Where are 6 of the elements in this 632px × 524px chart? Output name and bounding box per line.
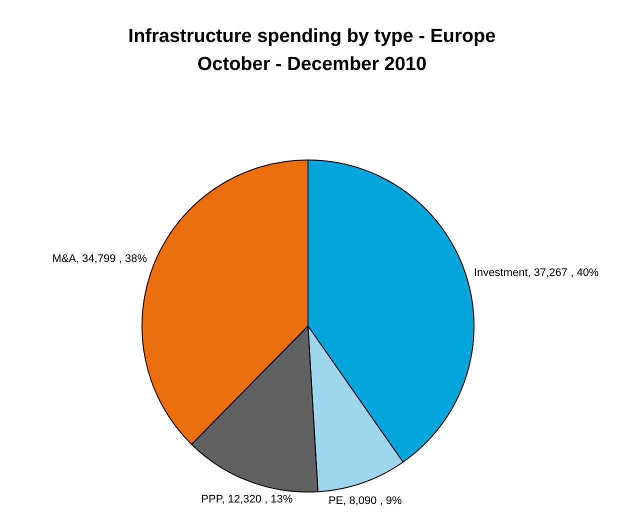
- slice-label: Investment, 37,267 , 40%: [474, 266, 599, 279]
- chart-subtitle: October - December 2010: [197, 54, 427, 75]
- slice-label: M&A, 34,799 , 38%: [52, 252, 148, 265]
- slice-label: PE, 8,090 , 9%: [328, 495, 402, 508]
- slice-label: PPP, 12,320 , 13%: [201, 494, 293, 506]
- chart-title: Infrastructure spending by type - Europe: [128, 26, 496, 47]
